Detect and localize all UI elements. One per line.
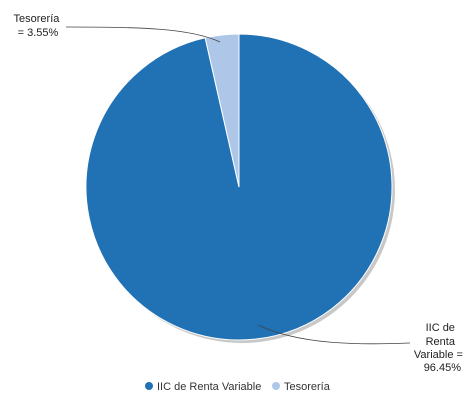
slice-label-tesoreria-line2: = 3.55% xyxy=(18,27,59,39)
pie-slices xyxy=(85,33,393,341)
legend: IIC de Renta Variable Tesorería xyxy=(145,381,331,393)
legend-marker-iic-renta-variable xyxy=(145,382,153,390)
slice-label-iic-line1: IIC de xyxy=(426,322,455,334)
slice-label-iic-line3: Variable = xyxy=(414,349,463,361)
legend-marker-tesoreria xyxy=(272,382,280,390)
slice-label-iic-line4: 96.45% xyxy=(424,362,462,374)
slice-label-iic-renta-variable: IIC de Renta Variable = 96.45% xyxy=(414,322,466,374)
legend-item-iic-renta-variable[interactable]: IIC de Renta Variable xyxy=(145,381,261,393)
legend-label-iic-renta-variable: IIC de Renta Variable xyxy=(157,381,261,393)
slice-label-tesoreria: Tesorería = 3.55% xyxy=(14,13,63,39)
pie-slice-tesoreria[interactable] xyxy=(204,33,240,188)
leader-line-tesoreria xyxy=(65,26,221,43)
legend-item-tesoreria[interactable]: Tesorería xyxy=(272,381,331,393)
pie-leader-lines xyxy=(65,26,411,345)
leader-line-iic-renta-variable xyxy=(257,324,411,345)
legend-label-tesoreria: Tesorería xyxy=(284,381,331,393)
slice-label-iic-line2: Renta xyxy=(426,336,456,348)
slice-label-tesoreria-line1: Tesorería xyxy=(14,13,61,25)
